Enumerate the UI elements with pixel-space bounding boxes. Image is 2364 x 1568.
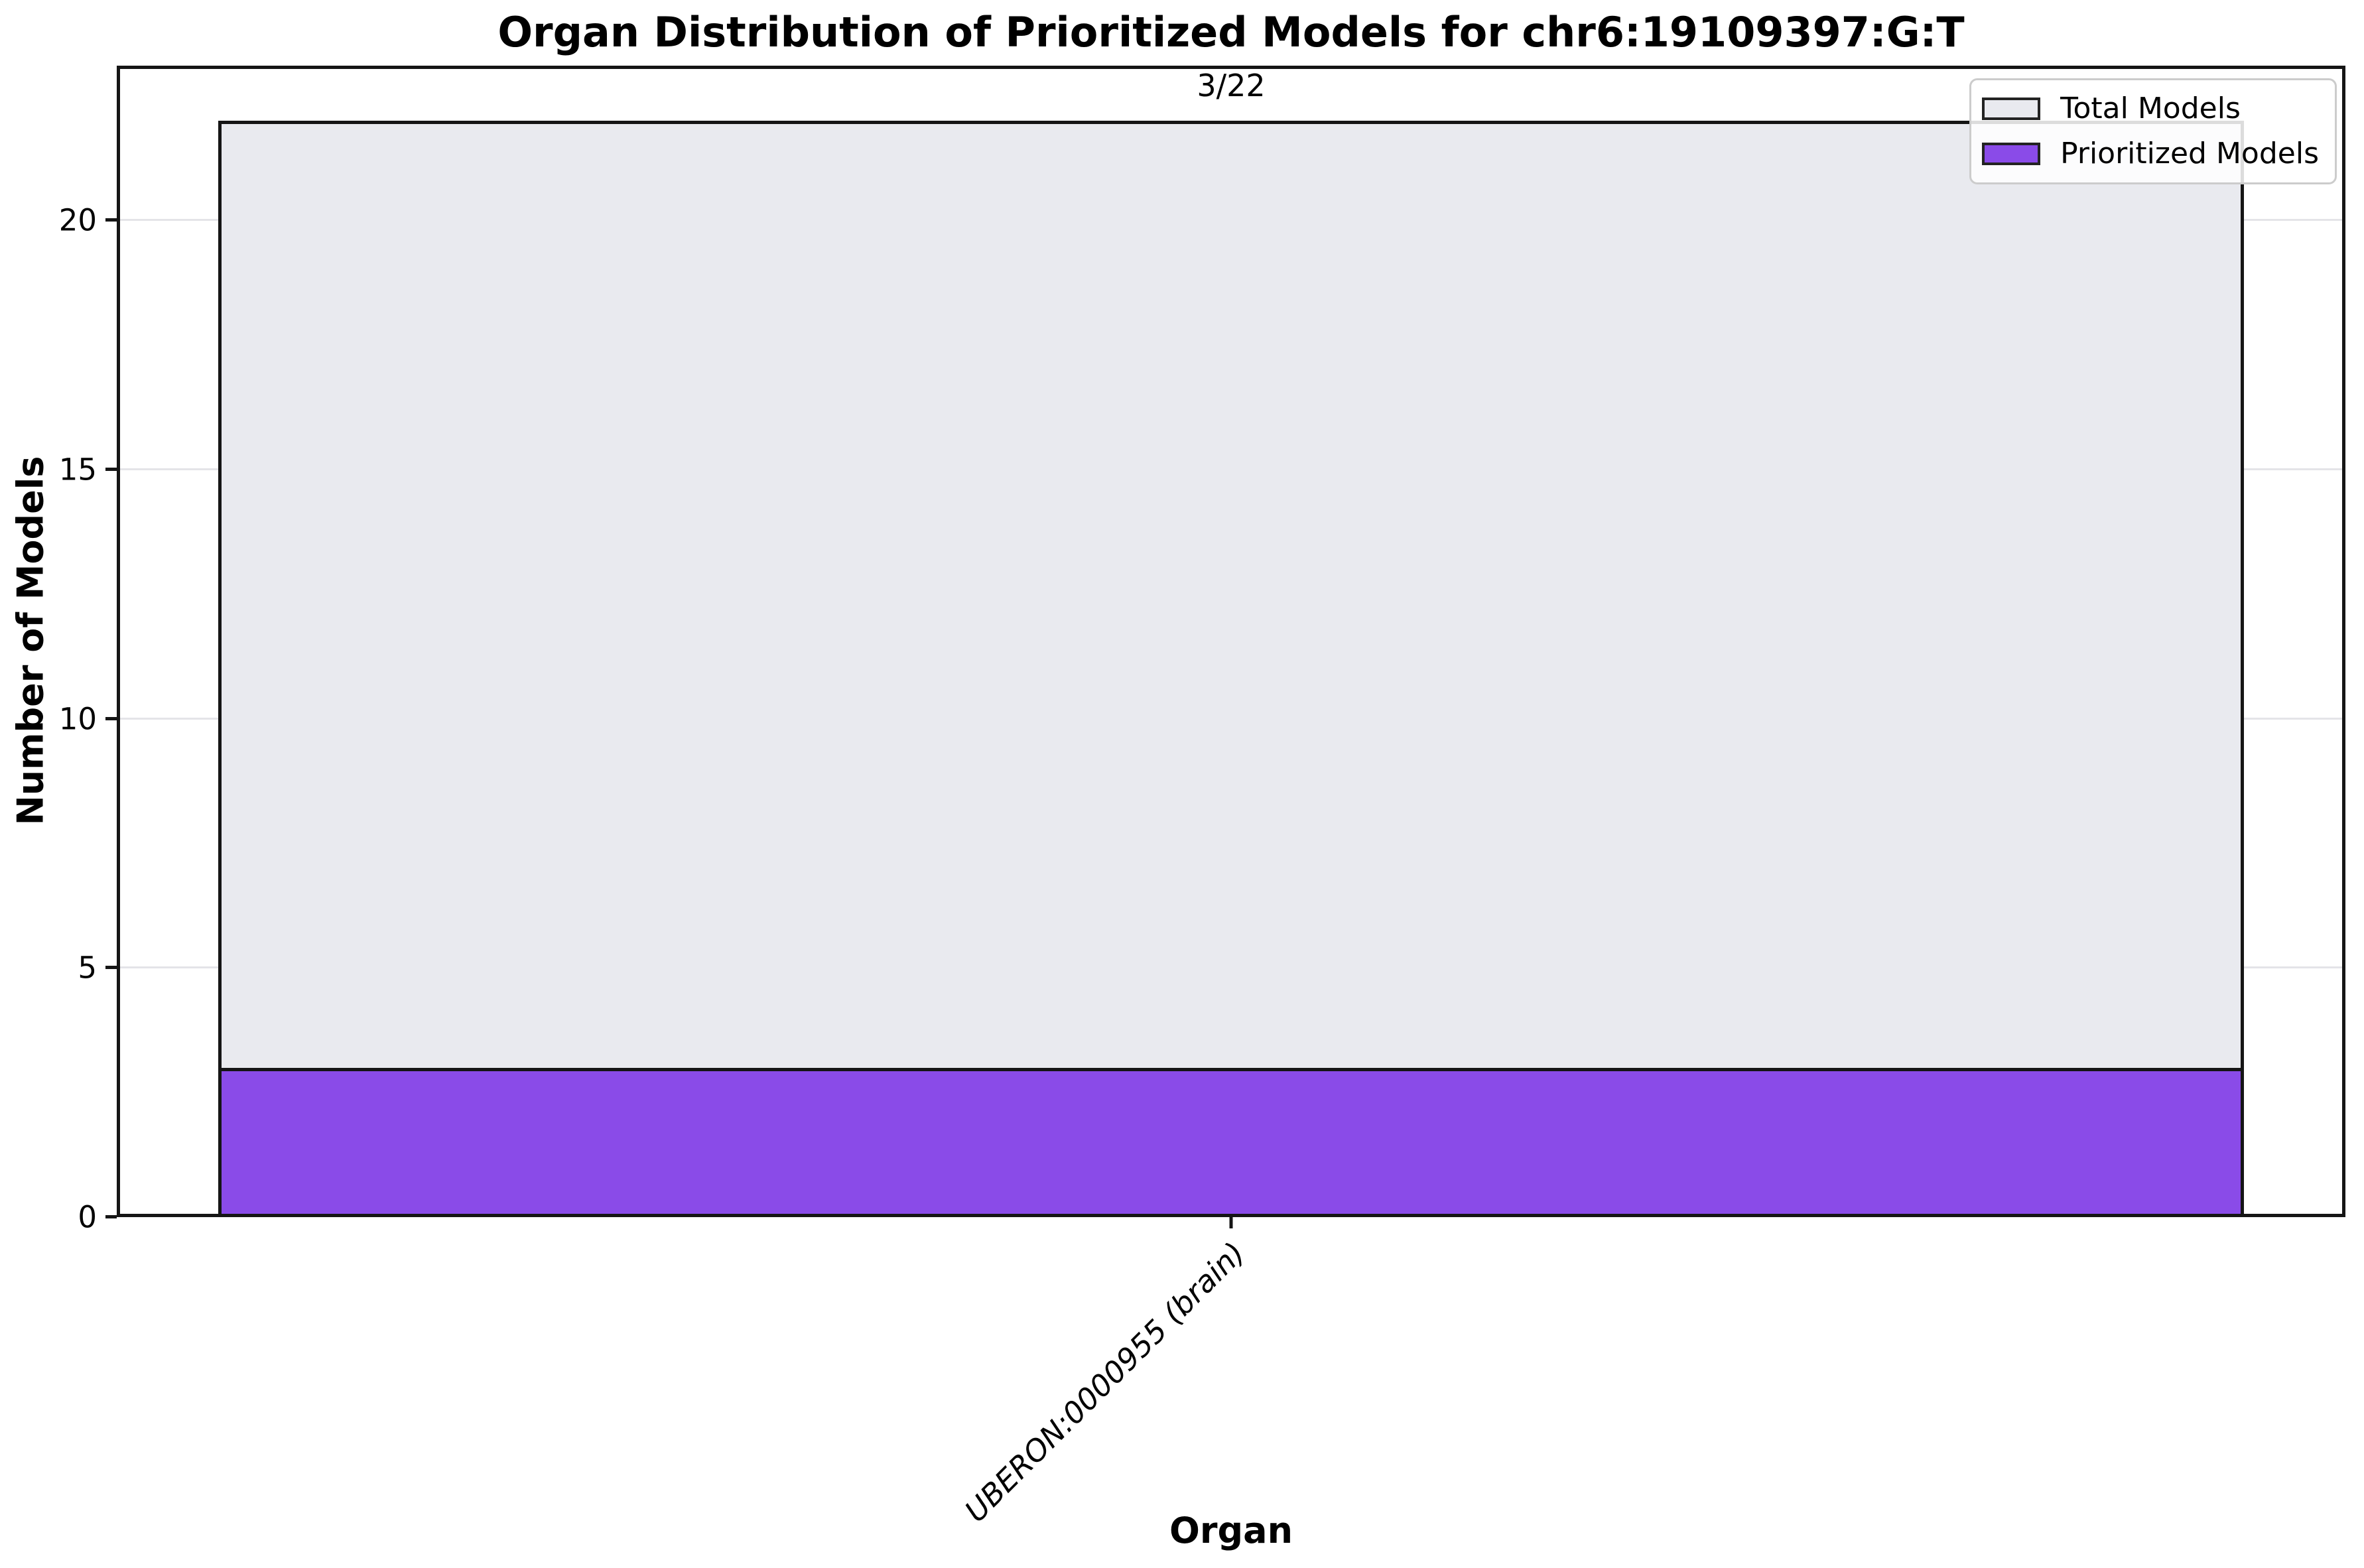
y-tick (105, 966, 117, 970)
y-tick-label: 5 (78, 950, 97, 986)
bar-value-annotation: 3/22 (1197, 68, 1266, 103)
legend-item-prioritized-models: Prioritized Models (1982, 136, 2319, 172)
y-tick-label: 20 (58, 202, 97, 238)
y-tick (105, 218, 117, 222)
y-tick-label: 10 (58, 701, 97, 736)
x-tick-label: UBERON:0000955 (brain) (957, 1235, 1252, 1530)
x-tick (1229, 1217, 1233, 1228)
y-axis-label: Number of Models (9, 456, 52, 826)
y-tick (105, 716, 117, 720)
y-tick (105, 1215, 117, 1218)
legend: Total Models Prioritized Models (1969, 78, 2337, 184)
legend-label-prioritized-models: Prioritized Models (2060, 137, 2319, 170)
chart-title: Organ Distribution of Prioritized Models… (497, 8, 1965, 56)
bar-prioritized-models (218, 1067, 2245, 1217)
y-tick-label: 0 (78, 1199, 97, 1235)
x-axis-label: Organ (1169, 1510, 1293, 1551)
legend-swatch-total-models (1982, 98, 2041, 120)
y-tick-label: 15 (58, 452, 97, 488)
legend-label-total-models: Total Models (2060, 92, 2241, 125)
legend-swatch-prioritized-models (1982, 143, 2041, 165)
bar-total-models (218, 120, 2245, 1217)
legend-item-total-models: Total Models (1982, 91, 2319, 127)
y-tick (105, 467, 117, 471)
plot-area: 3/22 UBERON:0000955 (brain) Total Models… (59, 66, 2345, 1529)
